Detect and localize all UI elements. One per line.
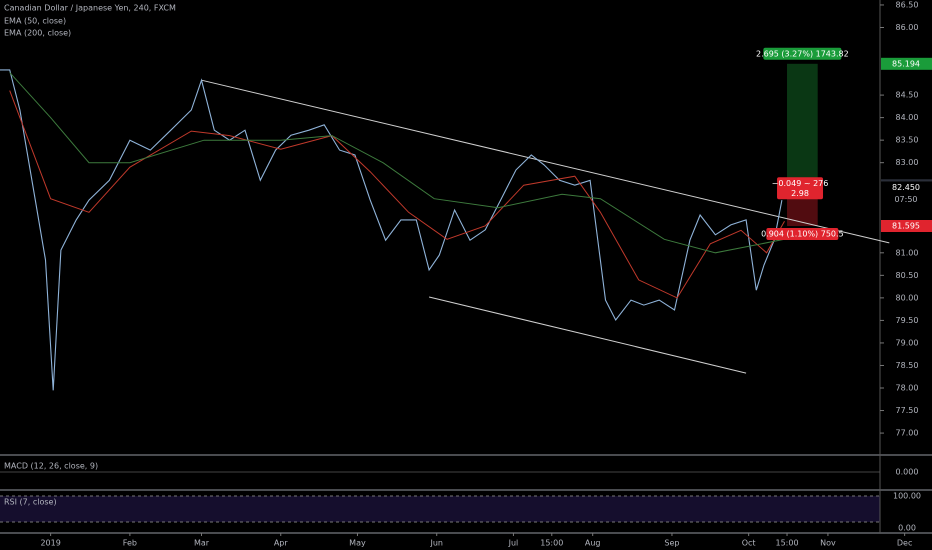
y-tick-label: 83.00 [896, 158, 919, 167]
rsi-tick-label: 0.00 [898, 524, 916, 533]
current-label: −0.049 ~ 276 [772, 179, 829, 188]
y-tick-label: 81.00 [896, 248, 919, 257]
price-label-box [881, 181, 932, 194]
rsi-band [0, 496, 880, 522]
y-tick-label: 80.50 [896, 271, 919, 280]
macd-tick-label: 0.000 [896, 468, 919, 477]
y-tick-label: 79.00 [896, 338, 919, 347]
x-tick-label: Jul [508, 539, 519, 548]
x-tick-label: Feb [123, 539, 137, 548]
stop-label: 0.904 (1.10%) 750.5 [761, 230, 844, 239]
y-tick-label: 86.50 [896, 0, 919, 9]
x-tick-label: 2019 [40, 539, 60, 548]
price-label-box [881, 57, 932, 70]
y-tick-label: 83.50 [896, 136, 919, 145]
x-tick-label: Sep [664, 539, 679, 548]
rsi-title: RSI (7, close) [4, 498, 57, 507]
x-tick-label: Oct [742, 539, 756, 548]
x-tick-label: Dec [897, 539, 912, 548]
legend-entry: EMA (50, close) [4, 17, 66, 26]
current-label-box [777, 177, 824, 200]
x-tick-label: Mar [194, 539, 210, 548]
target-label: 2.695 (3.27%) 1743.82 [756, 49, 849, 58]
rsi-tick-label: 100.00 [893, 492, 921, 501]
current-label: 2.98 [791, 189, 809, 198]
macd-title: MACD (12, 26, close, 9) [4, 462, 98, 471]
x-tick-label: Jun [429, 539, 443, 548]
y-tick-label: 80.00 [896, 293, 919, 302]
x-tick-label: 15:00 [540, 539, 563, 548]
trendline [201, 79, 890, 244]
price-label-box [881, 220, 932, 232]
ema-line [9, 90, 785, 299]
target-label-box [763, 47, 842, 60]
y-tick-label: 84.00 [896, 113, 919, 122]
price-label: 85.194 [892, 59, 920, 68]
price-label: 81.595 [892, 222, 920, 231]
x-tick-label: Apr [274, 539, 289, 548]
y-tick-label: 78.50 [896, 361, 919, 370]
legend-entry: EMA (200, close) [4, 29, 71, 38]
y-tick-label: 86.00 [896, 23, 919, 32]
position-profit [787, 63, 818, 186]
x-tick-label: Nov [820, 539, 836, 548]
y-tick-label: 77.00 [896, 429, 919, 438]
price-label: 82.450 [892, 183, 920, 192]
y-tick-label: 79.50 [896, 316, 919, 325]
ema-line [9, 72, 785, 254]
countdown: 07:50 [894, 195, 917, 204]
y-tick-label: 78.00 [896, 384, 919, 393]
y-tick-label: 84.50 [896, 91, 919, 100]
trendline [428, 296, 747, 374]
chart-title: Canadian Dollar / Japanese Yen, 240, FXC… [4, 4, 176, 13]
x-tick-label: 15:00 [775, 539, 798, 548]
x-tick-label: May [349, 539, 366, 548]
stop-label-box [766, 228, 839, 240]
price-line [0, 69, 783, 391]
y-tick-label: 77.50 [896, 406, 919, 415]
x-tick-label: Aug [585, 539, 601, 548]
